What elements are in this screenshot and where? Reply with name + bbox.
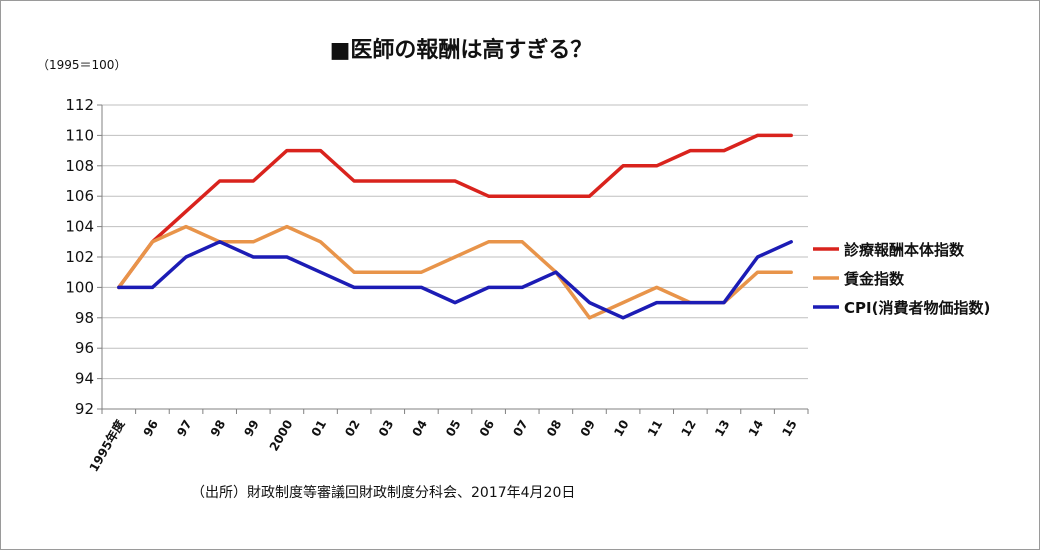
y-tick-label: 108: [65, 157, 94, 175]
x-tick-label: 98: [208, 418, 228, 439]
x-tick-label: 02: [342, 418, 362, 439]
x-tick-label: 01: [309, 418, 329, 439]
y-axis-ticks: 92 94 96 98 100 102 104 106 108 110 112: [65, 96, 102, 418]
x-tick-label: 96: [141, 418, 161, 439]
x-axis-ticks: 1995年度 96 97 98 99 2000 01 02 03 04 05 06 07 08 09 10 11…: [86, 409, 809, 474]
x-tick-label: 11: [645, 418, 665, 439]
y-tick-label: 106: [65, 187, 94, 205]
x-tick-label: 10: [611, 418, 631, 439]
y-tick-label: 110: [65, 126, 94, 144]
x-tick-label: 13: [712, 418, 732, 439]
x-tick-label: 09: [578, 418, 598, 439]
series-line-2: [117, 240, 793, 320]
y-tick-label: 104: [65, 218, 94, 236]
y-tick-label: 102: [65, 248, 94, 266]
series-line-0: [117, 133, 793, 290]
x-tick-label: 1995年度: [86, 416, 128, 474]
source-note: （出所）財政制度等審議回財政制度分科会、2017年4月20日: [191, 484, 575, 501]
legend-label-2: CPI(消費者物価指数): [844, 299, 990, 317]
x-tick-label: 14: [746, 418, 766, 439]
y-tick-label: 96: [75, 339, 94, 357]
x-tick-label: 03: [376, 418, 396, 439]
gridlines: [102, 104, 808, 380]
chart-title: ■医師の報酬は高すぎる？: [330, 37, 593, 63]
x-tick-label: 05: [443, 418, 463, 439]
series-line-1: [117, 224, 793, 320]
legend-label-0: 診療報酬本体指数: [844, 241, 965, 259]
y-tick-label: 100: [65, 278, 94, 296]
y-tick-label: 94: [75, 370, 94, 388]
y-tick-label: 92: [75, 400, 94, 418]
x-tick-label: 97: [174, 418, 194, 439]
x-tick-label: 12: [678, 418, 698, 439]
x-tick-label: 04: [410, 418, 430, 439]
x-tick-label: 08: [544, 418, 564, 439]
y-tick-label: 112: [65, 96, 94, 114]
x-tick-label: 99: [241, 418, 261, 439]
x-tick-label: 07: [510, 418, 530, 439]
x-tick-label: 2000: [267, 418, 296, 454]
series-lines: [117, 133, 793, 320]
unit-label: （1995＝100）: [37, 58, 126, 72]
x-tick-label: 15: [779, 418, 799, 439]
legend-label-1: 賃金指数: [843, 270, 905, 288]
y-tick-label: 98: [75, 309, 94, 327]
x-tick-label: 06: [477, 418, 497, 439]
